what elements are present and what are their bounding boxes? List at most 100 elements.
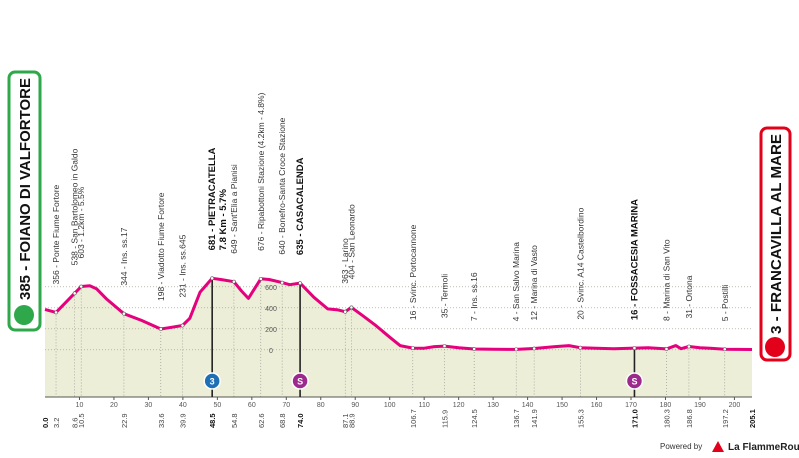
waypoint-label: 640 - Bonefro-Santa Croce Stazione [277, 117, 287, 254]
waypoint-label: 404 - San Leonardo [346, 204, 356, 279]
waypoint-dot [180, 323, 185, 328]
x-tick-label: 100 [384, 402, 396, 409]
waypoint-label: 676 - Ripabottoni Stazione (4.2km - 4.8%… [256, 92, 266, 250]
km-label: 33.6 [157, 413, 166, 428]
waypoint-label: 198 - Viadotto Fiume Fortore [156, 192, 166, 301]
waypoint-label: 681 - PIETRACATELLA [207, 147, 218, 250]
waypoint-label: 649 - Sant'Elia a Pianisi [229, 164, 239, 254]
km-label: 0.0 [41, 418, 50, 428]
waypoint-dot [349, 305, 354, 310]
marker-sprint [291, 372, 309, 390]
brand: La FlammeRouge [728, 442, 799, 453]
km-label: 136.7 [512, 409, 521, 428]
x-tick-label: 190 [694, 402, 706, 409]
waypoint-dot [79, 284, 84, 289]
km-label: 74.0 [296, 413, 305, 428]
waypoint-label: 20 - Svinc. A14 Castelbordino [575, 207, 585, 319]
km-label: 48.5 [208, 413, 217, 428]
waypoint-label: 12 - Marina di Vasto [529, 245, 539, 321]
y-tick-label: 200 [265, 327, 277, 334]
x-tick-label: 20 [110, 402, 118, 409]
waypoint-dot [210, 276, 215, 281]
waypoint-dot [122, 311, 126, 316]
km-label: 186.8 [685, 409, 694, 428]
x-tick-label: 180 [660, 402, 672, 409]
waypoint-label: 231 - Ins. ss.645 [178, 234, 188, 297]
profile-area [45, 278, 752, 397]
waypoint-dot [632, 346, 637, 351]
x-tick-label: 110 [419, 402, 430, 409]
waypoint-label: 5 - Postilli [720, 284, 730, 321]
waypoint-dot [664, 347, 669, 351]
y-tick-label: 400 [265, 306, 277, 313]
x-tick-label: 160 [591, 402, 603, 409]
km-label: 106.7 [409, 409, 418, 428]
marker-label: S [297, 377, 303, 387]
km-label: 88.9 [347, 413, 356, 428]
y-tick-label: 600 [265, 285, 277, 292]
marker-label: S [631, 377, 637, 387]
waypoint-label: 35 - Termoli [440, 274, 450, 318]
brand-icon [712, 441, 724, 452]
waypoint-dot [72, 291, 77, 296]
waypoint-dot [54, 310, 58, 315]
waypoint-label: 538 - San Bartolomeo in Galdo [70, 148, 80, 265]
waypoint-dot [442, 344, 447, 349]
waypoint-dot [298, 281, 302, 286]
waypoint-label: 635 - CASACALENDA [295, 157, 306, 255]
waypoint-label: 16 - FOSSACESIA MARINA [629, 199, 640, 320]
waypoint-dot [532, 346, 537, 351]
marker-climb [203, 372, 221, 390]
x-tick-label: 140 [522, 402, 534, 409]
km-label: 124.5 [470, 409, 479, 428]
km-label: 115.9 [441, 410, 450, 428]
x-tick-label: 170 [625, 402, 637, 409]
waypoint-dot [343, 309, 348, 314]
km-label: 39.9 [179, 413, 188, 428]
km-label: 8.6 [71, 418, 80, 428]
waypoint-dot [410, 346, 415, 351]
x-tick-label: 130 [487, 402, 499, 409]
x-tick-label: 50 [213, 402, 221, 409]
km-label: 10.5 [77, 413, 86, 428]
finish-icon [765, 337, 785, 357]
x-tick-label: 60 [248, 402, 256, 409]
km-label: 141.9 [530, 409, 539, 428]
waypoint-label: 356 - Ponte Fiume Fortore [51, 184, 61, 284]
km-label: 205.1 [748, 409, 757, 428]
x-tick-label: 150 [556, 402, 568, 409]
finish-label: 3 - FRANCAVILLA AL MARE [768, 134, 785, 334]
waypoint-label: 603 - 1.2km - 5.5% [76, 186, 86, 258]
km-label: 87.1 [341, 413, 350, 428]
waypoint-dot [158, 327, 163, 331]
waypoint-label: 344 - Ins. ss.17 [119, 227, 129, 285]
waypoint-dot [687, 344, 691, 349]
start-icon [14, 305, 34, 325]
waypoint-dot [232, 279, 236, 284]
km-label: 62.6 [257, 413, 266, 428]
km-label: 180.3 [663, 409, 672, 428]
marker-sprint [625, 372, 644, 390]
waypoint-label: 7 - Ins. ss.16 [469, 272, 479, 321]
waypoint-dot [722, 347, 727, 352]
x-tick-label: 40 [179, 402, 187, 409]
km-label: 3.2 [52, 418, 61, 428]
km-label: 197.2 [721, 409, 730, 428]
km-label: 155.3 [576, 409, 585, 428]
x-tick-label: 30 [145, 402, 153, 409]
profile-line [44, 276, 753, 351]
x-tick-label: 10 [76, 402, 84, 409]
km-label: 171.0 [630, 409, 639, 428]
waypoint-label: 31 - Ortona [684, 275, 694, 318]
powered-by: Powered by [660, 442, 702, 451]
km-label: 54.8 [230, 413, 239, 428]
x-tick-label: 120 [453, 402, 465, 409]
waypoint-label: 4 - San Salvo Marina [511, 242, 521, 322]
km-label: 68.8 [278, 413, 287, 428]
waypoint-label: 8 - Marina di San Vito [662, 239, 672, 321]
finish-box [759, 126, 792, 362]
waypoint-dot [578, 345, 583, 350]
y-tick-label: 0 [269, 348, 273, 355]
start-box [7, 70, 42, 332]
waypoint-dot [514, 347, 519, 352]
